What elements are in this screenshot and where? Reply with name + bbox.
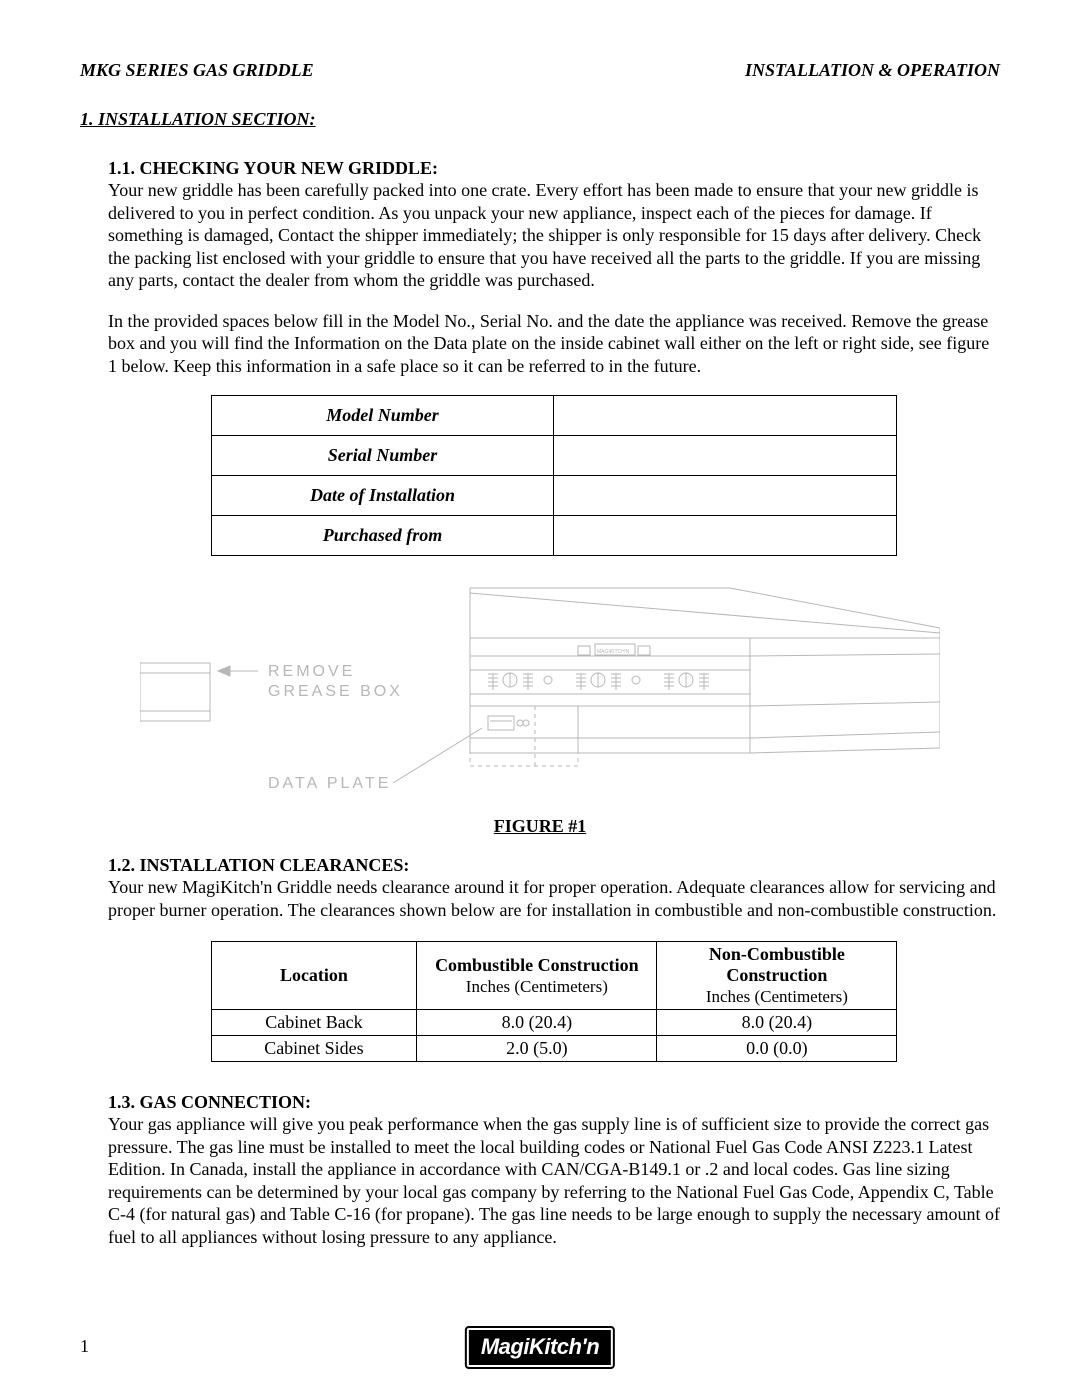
section-1-3: 1.3. GAS CONNECTION: Your gas appliance … bbox=[108, 1092, 1000, 1248]
table-row: Purchased from bbox=[211, 516, 897, 556]
col-noncombustible-label: Non-Combustible Construction bbox=[709, 944, 845, 985]
table-row: Date of Installation bbox=[211, 476, 897, 516]
info-label: Serial Number bbox=[211, 436, 554, 476]
section-1-1-para1: Your new griddle has been carefully pack… bbox=[108, 179, 1000, 292]
col-location-label: Location bbox=[280, 965, 348, 985]
figure-1-caption: FIGURE #1 bbox=[80, 816, 1000, 837]
info-value[interactable] bbox=[554, 516, 897, 556]
page-number: 1 bbox=[80, 1336, 89, 1357]
figure-1-svg: REMOVE GREASE BOX DATA PLATE MAGIKITCH'N bbox=[140, 578, 940, 808]
table-row: Cabinet Sides2.0 (5.0)0.0 (0.0) bbox=[211, 1036, 897, 1062]
section-1-1: 1.1. CHECKING YOUR NEW GRIDDLE: Your new… bbox=[108, 158, 1000, 556]
figure-remove-label: REMOVE bbox=[268, 663, 355, 680]
col-noncombustible-sub: Inches (Centimeters) bbox=[706, 987, 848, 1006]
col-combustible: Combustible Construction Inches (Centime… bbox=[417, 942, 657, 1010]
page: MKG SERIES GAS GRIDDLE INSTALLATION & OP… bbox=[0, 0, 1080, 1397]
figure-grease-box-label: GREASE BOX bbox=[268, 683, 403, 700]
table-row: Model Number bbox=[211, 396, 897, 436]
col-combustible-label: Combustible Construction bbox=[435, 955, 639, 975]
figure-1: REMOVE GREASE BOX DATA PLATE MAGIKITCH'N… bbox=[80, 578, 1000, 837]
section-1-1-heading: 1.1. CHECKING YOUR NEW GRIDDLE: bbox=[108, 158, 1000, 179]
clearance-noncombustible: 0.0 (0.0) bbox=[657, 1036, 897, 1062]
col-combustible-sub: Inches (Centimeters) bbox=[466, 977, 608, 996]
section-1-2-para: Your new MagiKitch'n Griddle needs clear… bbox=[108, 876, 1000, 921]
clearance-combustible: 8.0 (20.4) bbox=[417, 1010, 657, 1036]
info-value[interactable] bbox=[554, 436, 897, 476]
clearance-location: Cabinet Sides bbox=[211, 1036, 417, 1062]
clearance-noncombustible: 8.0 (20.4) bbox=[657, 1010, 897, 1036]
col-noncombustible: Non-Combustible Construction Inches (Cen… bbox=[657, 942, 897, 1010]
figure-brand-label: MAGIKITCH'N bbox=[597, 649, 630, 655]
header-left: MKG SERIES GAS GRIDDLE bbox=[80, 60, 314, 81]
table-row: Cabinet Back8.0 (20.4)8.0 (20.4) bbox=[211, 1010, 897, 1036]
section-1-2-heading: 1.2. INSTALLATION CLEARANCES: bbox=[108, 855, 1000, 876]
page-header: MKG SERIES GAS GRIDDLE INSTALLATION & OP… bbox=[80, 60, 1000, 81]
section-1-2: 1.2. INSTALLATION CLEARANCES: Your new M… bbox=[108, 855, 1000, 1062]
info-table: Model NumberSerial NumberDate of Install… bbox=[211, 395, 898, 556]
logo: MagiKitch'n bbox=[467, 1328, 613, 1367]
table-header-row: Location Combustible Construction Inches… bbox=[211, 942, 897, 1010]
table-row: Serial Number bbox=[211, 436, 897, 476]
col-location: Location bbox=[211, 942, 417, 1010]
section-title: 1. INSTALLATION SECTION: bbox=[80, 109, 1000, 130]
clearance-table: Location Combustible Construction Inches… bbox=[211, 941, 898, 1062]
clearance-location: Cabinet Back bbox=[211, 1010, 417, 1036]
section-1-1-para2: In the provided spaces below fill in the… bbox=[108, 310, 1000, 378]
figure-data-plate-label: DATA PLATE bbox=[268, 775, 391, 792]
info-value[interactable] bbox=[554, 396, 897, 436]
info-value[interactable] bbox=[554, 476, 897, 516]
info-label: Date of Installation bbox=[211, 476, 554, 516]
header-right: INSTALLATION & OPERATION bbox=[745, 60, 1000, 81]
clearance-combustible: 2.0 (5.0) bbox=[417, 1036, 657, 1062]
section-1-3-heading: 1.3. GAS CONNECTION: bbox=[108, 1092, 1000, 1113]
info-label: Model Number bbox=[211, 396, 554, 436]
info-label: Purchased from bbox=[211, 516, 554, 556]
section-1-3-para: Your gas appliance will give you peak pe… bbox=[108, 1113, 1000, 1248]
